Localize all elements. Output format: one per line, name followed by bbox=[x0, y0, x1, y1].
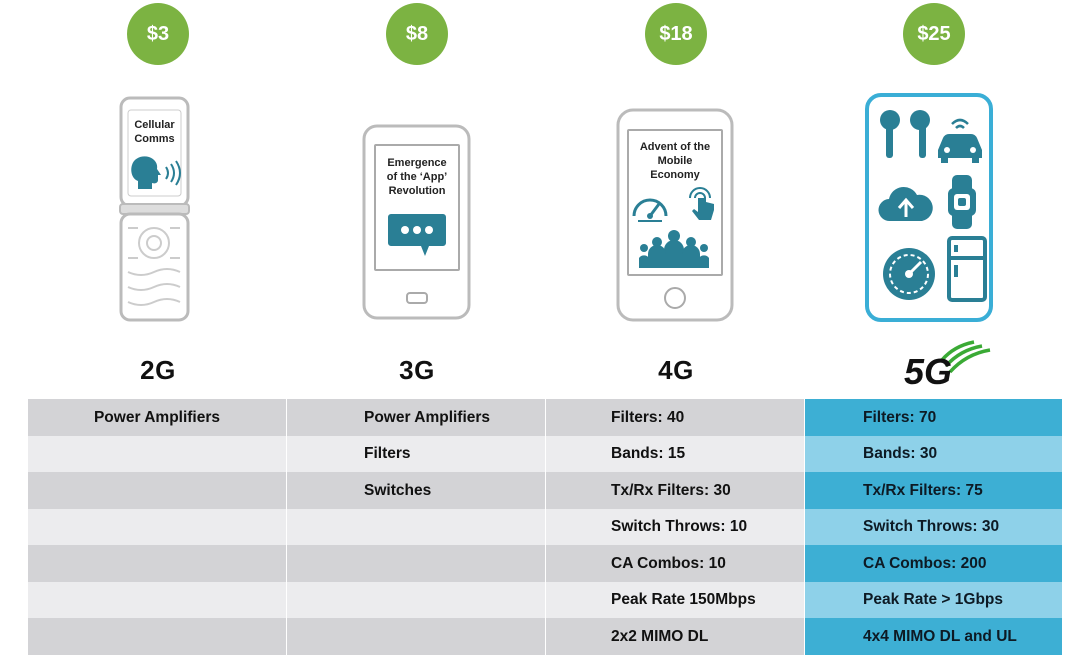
table-cell bbox=[287, 581, 545, 618]
screen-text-2g: Cellular Comms bbox=[134, 119, 175, 145]
speedometer-icon bbox=[632, 198, 668, 222]
chat-bubble-icon bbox=[388, 214, 446, 256]
smartphone-4g-icon bbox=[616, 108, 734, 322]
table-row: 2x2 MIMO DL 4x4 MIMO DL and UL bbox=[28, 618, 1062, 655]
table-cell bbox=[287, 508, 545, 545]
speaking-head-icon bbox=[131, 156, 181, 189]
column-5g: $25 5G bbox=[804, 0, 1064, 395]
smartwatch-icon bbox=[948, 175, 976, 229]
price-badge-2g: $3 bbox=[127, 3, 189, 65]
table-cell: 2x2 MIMO DL bbox=[546, 618, 804, 655]
price-badge-3g: $8 bbox=[386, 3, 448, 65]
flip-phone-icon bbox=[119, 96, 190, 322]
generation-label-4g: 4G bbox=[658, 355, 694, 385]
table-cell: Filters: 40 bbox=[546, 399, 804, 436]
table-cell: Power Amplifiers bbox=[287, 399, 545, 436]
screen-text-3g: Emergence of the ‘App’ Revolution bbox=[386, 157, 448, 197]
table-cell bbox=[28, 472, 286, 509]
generation-label-2g: 2G bbox=[140, 355, 176, 385]
table-cell: Tx/Rx Filters: 30 bbox=[546, 472, 804, 509]
5g-logo: 5G bbox=[904, 340, 991, 388]
connected-car-icon bbox=[938, 118, 982, 163]
table-cell bbox=[287, 618, 545, 655]
table-cell bbox=[28, 618, 286, 655]
refrigerator-icon bbox=[947, 236, 987, 302]
table-cell bbox=[287, 545, 545, 582]
price-badge-5g: $25 bbox=[903, 3, 965, 65]
table-cell: Filters: 70 bbox=[805, 399, 1062, 436]
cloud-upload-icon bbox=[878, 186, 933, 222]
earbuds-icon bbox=[880, 110, 930, 158]
touch-icon bbox=[689, 187, 714, 220]
table-row: Filters Bands: 15 Bands: 30 bbox=[28, 435, 1062, 472]
table-cell: Bands: 30 bbox=[805, 435, 1062, 472]
column-4g: $18 Advent of the Mobile Economy 4G bbox=[546, 0, 806, 395]
table-cell: Switches bbox=[287, 472, 545, 509]
table-row: Peak Rate 150Mbps Peak Rate > 1Gbps bbox=[28, 581, 1062, 618]
table-cell: CA Combos: 10 bbox=[546, 545, 804, 582]
price-badge-4g: $18 bbox=[645, 3, 707, 65]
table-cell: Bands: 15 bbox=[546, 435, 804, 472]
table-cell bbox=[28, 435, 286, 472]
table-cell: 4x4 MIMO DL and UL bbox=[805, 618, 1062, 655]
table-cell bbox=[28, 545, 286, 582]
table-cell bbox=[28, 508, 286, 545]
table-row: Switch Throws: 10 Switch Throws: 30 bbox=[28, 508, 1062, 545]
generation-label-5g: 5G bbox=[904, 351, 952, 388]
table-cell: Switch Throws: 10 bbox=[546, 508, 804, 545]
table-row: Switches Tx/Rx Filters: 30 Tx/Rx Filters: … bbox=[28, 472, 1062, 509]
table-cell: Filters bbox=[287, 435, 545, 472]
column-2g: $3 Cellular Comms 2G bbox=[28, 0, 288, 395]
table-cell: Peak Rate 150Mbps bbox=[546, 581, 804, 618]
table-cell bbox=[28, 581, 286, 618]
people-icon bbox=[639, 230, 709, 268]
generation-label-3g: 3G bbox=[399, 355, 435, 385]
table-cell: Tx/Rx Filters: 75 bbox=[805, 472, 1062, 509]
table-cell: Power Amplifiers bbox=[28, 399, 286, 436]
screen-text-4g: Advent of the Mobile Economy bbox=[639, 141, 711, 181]
table-row: Power Amplifiers Power Amplifiers Filters:… bbox=[28, 399, 1062, 436]
gauge-icon bbox=[883, 248, 935, 300]
table-row: CA Combos: 10 CA Combos: 200 bbox=[28, 545, 1062, 582]
table-cell: Switch Throws: 30 bbox=[805, 508, 1062, 545]
comparison-table: Power Amplifiers Power Amplifiers Filters:… bbox=[28, 399, 1062, 655]
table-cell: Peak Rate > 1Gbps bbox=[805, 581, 1062, 618]
table-cell: CA Combos: 200 bbox=[805, 545, 1062, 582]
column-3g: $8 Emergence of the ‘App’ Revolution 3G bbox=[287, 0, 547, 395]
